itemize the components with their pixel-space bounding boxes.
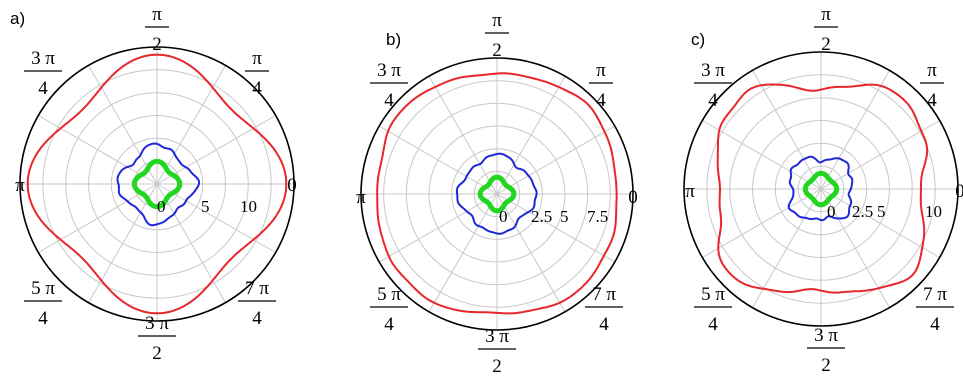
angle-label-pi: π	[15, 175, 25, 196]
grid-spoke	[429, 76, 497, 194]
angle-label-numerator: 5 π	[377, 284, 401, 305]
radial-tick-label: 7.5	[587, 207, 608, 226]
grid-spoke	[379, 126, 497, 194]
angle-label-7pi4: 7 π4	[916, 284, 954, 335]
angle-label-denominator: 4	[596, 90, 606, 111]
angle-label-3pi4: 3 π4	[370, 60, 408, 111]
grid-spoke	[429, 194, 497, 312]
angle-label-numerator: π	[492, 10, 502, 31]
angle-label-denominator: 4	[708, 90, 718, 111]
angle-label-numerator: 7 π	[923, 284, 947, 305]
angle-label-text: 0	[287, 175, 297, 196]
angle-label-pi2: π2	[485, 10, 509, 61]
angle-label-pi4: π4	[245, 48, 269, 99]
angle-label-denominator: 4	[38, 78, 48, 99]
angle-label-pi: π	[356, 187, 366, 208]
angle-label-numerator: π	[596, 60, 606, 81]
angle-label-pi2: π2	[814, 4, 838, 55]
angle-label-denominator: 4	[252, 78, 262, 99]
angle-label-denominator: 4	[38, 308, 48, 329]
angle-label-denominator: 2	[152, 34, 162, 55]
angle-label-text: π	[685, 181, 695, 202]
radial-tick-label: 5	[560, 207, 569, 226]
angle-label-denominator: 2	[821, 34, 831, 55]
radial-tick-label: 5	[877, 202, 886, 221]
angle-label-text: π	[15, 175, 25, 196]
angle-label-3pi2: 3 π2	[807, 325, 845, 376]
angle-label-denominator: 4	[384, 314, 394, 335]
angle-label-denominator: 4	[384, 90, 394, 111]
grid-spoke	[497, 126, 615, 194]
angle-label-numerator: 3 π	[31, 48, 55, 69]
grid-spoke	[753, 70, 822, 189]
angle-label-text: 0	[955, 181, 963, 202]
grid-spoke	[379, 194, 497, 262]
angle-label-denominator: 2	[492, 356, 502, 377]
radial-tick-label: 5	[201, 197, 210, 216]
angle-label-pi4: π4	[589, 60, 613, 111]
angle-label-numerator: π	[152, 4, 162, 25]
panel-label: a)	[10, 9, 25, 28]
radial-tick-label: 0	[157, 197, 166, 216]
radial-tick-label: 2.5	[852, 202, 873, 221]
angle-label-5pi4: 5 π4	[694, 284, 732, 335]
angle-label-5pi4: 5 π4	[24, 278, 62, 329]
angle-label-denominator: 4	[252, 308, 262, 329]
angle-label-denominator: 4	[599, 314, 609, 335]
angle-label-0: 0	[287, 175, 297, 196]
radial-tick-label: 10	[240, 197, 257, 216]
angle-label-0: 0	[955, 181, 963, 202]
angle-label-denominator: 4	[927, 90, 937, 111]
angle-label-numerator: 3 π	[485, 326, 509, 347]
angle-label-numerator: 3 π	[377, 60, 401, 81]
angle-label-denominator: 4	[930, 314, 940, 335]
angle-label-numerator: 3 π	[145, 313, 169, 334]
angle-label-denominator: 4	[708, 314, 718, 335]
angle-label-pi4: π4	[920, 60, 944, 111]
angle-label-denominator: 2	[821, 355, 831, 376]
angle-label-0: 0	[628, 187, 638, 208]
angle-label-numerator: π	[252, 48, 262, 69]
angle-label-numerator: 3 π	[814, 325, 838, 346]
angle-label-text: 0	[628, 187, 638, 208]
angle-label-denominator: 2	[152, 343, 162, 364]
radial-tick-label: 0	[499, 207, 508, 226]
angle-label-pi: π	[685, 181, 695, 202]
radial-tick-label: 2.5	[531, 207, 552, 226]
angle-label-3pi4: 3 π4	[694, 60, 732, 111]
panel-label: b)	[386, 30, 401, 49]
angle-label-numerator: 7 π	[592, 284, 616, 305]
angle-label-numerator: 3 π	[701, 60, 725, 81]
grid-spoke	[497, 76, 565, 194]
angle-label-text: π	[356, 187, 366, 208]
angle-label-numerator: 7 π	[245, 278, 269, 299]
angle-label-numerator: 5 π	[701, 284, 725, 305]
angle-label-3pi2: 3 π2	[478, 326, 516, 377]
angle-label-numerator: π	[821, 4, 831, 25]
radial-tick-label: 10	[925, 202, 942, 221]
angle-label-numerator: 5 π	[31, 278, 55, 299]
panel-label: c)	[691, 30, 705, 49]
radial-tick-label: 0	[827, 202, 836, 221]
angle-label-numerator: π	[927, 60, 937, 81]
angle-label-denominator: 2	[492, 40, 502, 61]
angle-label-7pi4: 7 π4	[238, 278, 276, 329]
